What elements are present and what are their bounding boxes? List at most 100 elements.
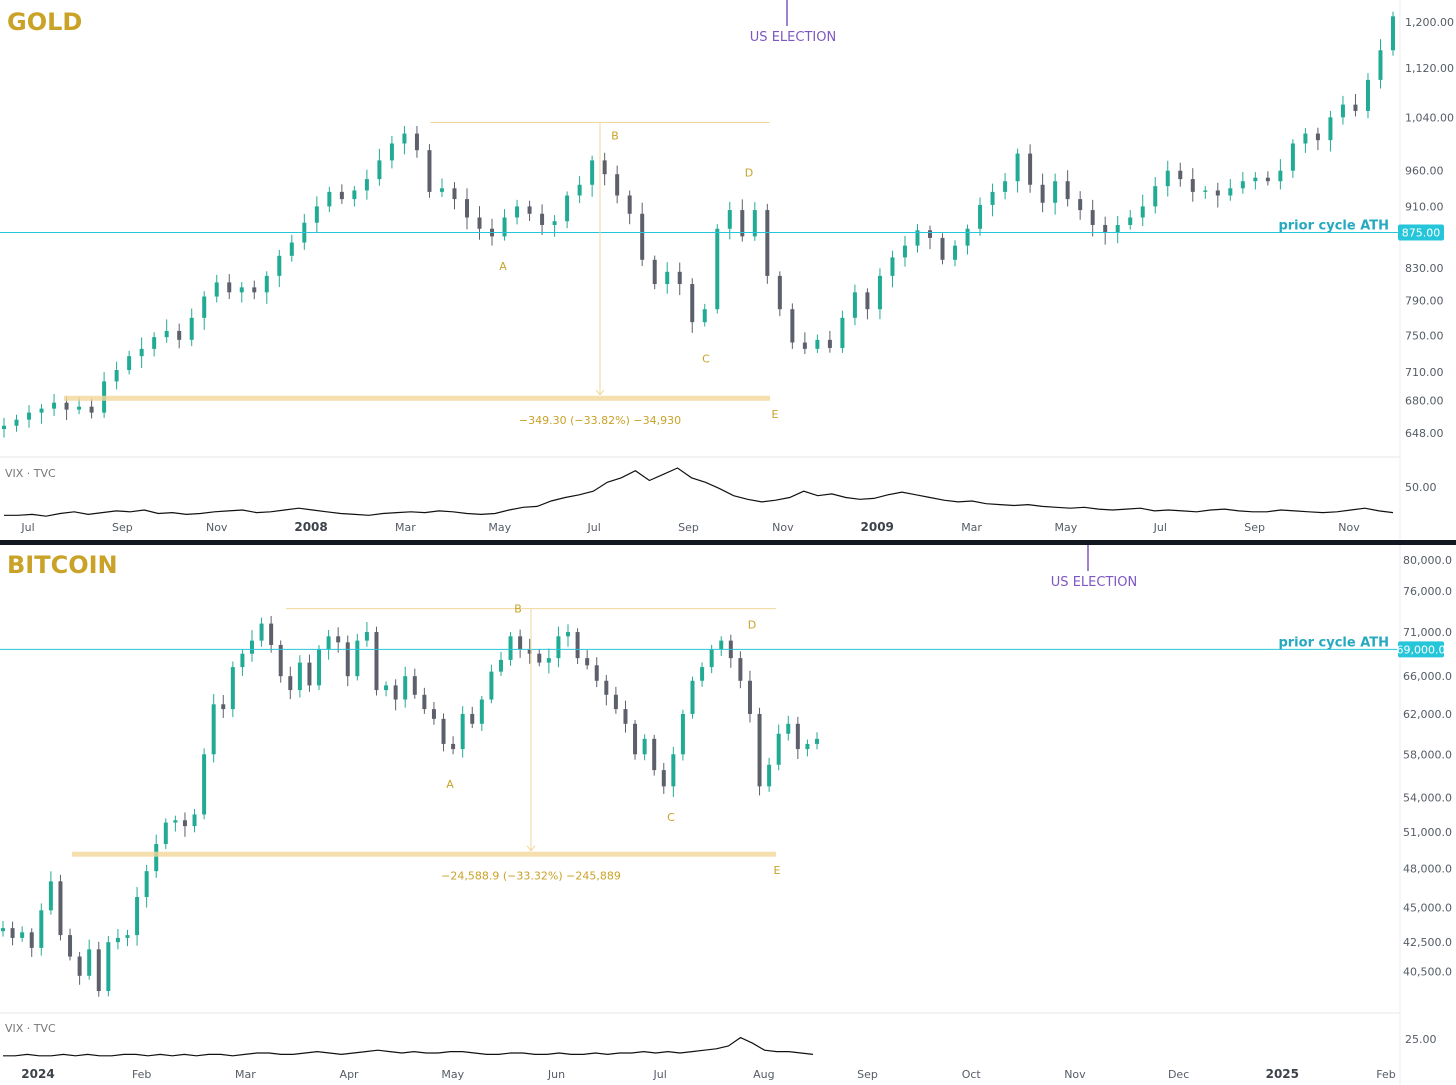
candle-body: [52, 402, 57, 409]
candle-body: [164, 330, 169, 338]
gold-candles: [2, 11, 1395, 438]
candle-body: [552, 221, 557, 225]
bitcoin-vix-series: 25.00: [3, 1033, 1437, 1057]
candle-body: [1015, 153, 1020, 182]
candle-body: [465, 199, 469, 218]
candle-body: [239, 287, 244, 293]
candle-body: [352, 190, 357, 200]
candle-body: [715, 228, 720, 310]
candle-body: [48, 881, 53, 911]
time-tick-label: May: [488, 521, 511, 534]
price-tick-label: 54,000.0: [1403, 791, 1452, 804]
candle-body: [177, 330, 182, 340]
candle-body: [106, 942, 111, 992]
bitcoin-candles: [1, 615, 819, 997]
bitcoin-time-axis: 2024 Feb Mar Apr May Jun Jul Aug Sep Oct Nov Dec 202…: [21, 1067, 1395, 1081]
candle-body: [89, 406, 94, 413]
candle-body: [767, 764, 772, 787]
candle-body: [221, 704, 226, 710]
candle-body: [575, 632, 580, 659]
candle-body: [470, 713, 475, 724]
ath-reference-label: prior cycle ATH: [1278, 635, 1389, 650]
candle-body: [431, 709, 436, 719]
price-tick-label: 40,500.0: [1403, 965, 1452, 978]
price-tick-label: 71,000.0: [1403, 626, 1452, 639]
price-tick-label: 910.00: [1405, 200, 1444, 213]
ath-price-badge-text: 69,000.0: [1397, 643, 1446, 656]
candle-body: [661, 770, 666, 787]
candle-body: [412, 676, 417, 695]
candle-body: [640, 213, 645, 260]
candle-body: [508, 636, 513, 660]
candle-body: [39, 910, 44, 948]
candle-body: [585, 658, 590, 666]
measure-label: −349.30 (−33.82%) −34,930: [519, 414, 681, 427]
us-election-label: US ELECTION: [750, 30, 836, 45]
price-tick-label: 750.00: [1405, 329, 1444, 342]
candle-body: [752, 210, 757, 237]
wave-label-e: E: [772, 408, 779, 421]
candle-body: [1315, 133, 1320, 141]
candle-body: [96, 949, 101, 992]
time-tick-label: Jul: [587, 521, 601, 534]
candle-body: [441, 718, 446, 744]
price-tick-label: 48,000.0: [1403, 863, 1452, 876]
candle-body: [802, 342, 807, 349]
time-tick-label: Sep: [112, 521, 133, 534]
candle-body: [518, 636, 523, 650]
ath-price-badge-text: 875.00: [1402, 227, 1441, 240]
candle-body: [264, 275, 269, 293]
candle-body: [307, 662, 312, 686]
candle-body: [556, 636, 561, 659]
candle-body: [680, 713, 685, 755]
candle-body: [374, 632, 379, 691]
wave-label-c: C: [667, 811, 675, 824]
candle-body: [1353, 104, 1358, 111]
candle-body: [1040, 184, 1045, 203]
wave-label-c: C: [702, 352, 710, 365]
time-tick-label: Sep: [678, 521, 699, 534]
candle-body: [259, 623, 264, 641]
candle-body: [965, 228, 970, 246]
candle-body: [498, 659, 503, 672]
candle-body: [719, 640, 724, 650]
candle-body: [642, 738, 647, 755]
wave-label-b: B: [611, 130, 619, 143]
candle-body: [58, 881, 63, 936]
candle-body: [690, 680, 695, 714]
candle-body: [355, 640, 360, 677]
measure-label: −24,588.9 (−33.32%) −245,889: [441, 870, 621, 883]
bitcoin-panel: prior cycle ATH 69,000.0 −24,588.9 (−33.32…: [0, 545, 1452, 1085]
price-tick-label: 45,000.0: [1403, 902, 1452, 915]
candle-body: [87, 949, 92, 976]
candle-body: [615, 174, 620, 196]
time-tick-label: Mar: [395, 521, 416, 534]
candle-body: [1128, 217, 1133, 225]
price-tick-label: 80,000.0: [1403, 554, 1452, 567]
candle-body: [403, 676, 408, 700]
price-tick-label: 648.00: [1405, 427, 1444, 440]
candle-body: [77, 956, 82, 976]
candle-body: [671, 754, 676, 787]
candle-body: [439, 188, 444, 192]
candle-body: [978, 204, 983, 229]
candle-body: [1178, 170, 1183, 180]
candle-body: [114, 370, 119, 382]
time-tick-label: Mar: [961, 521, 982, 534]
bitcoin-vix-title: VIX · TVC: [5, 1022, 56, 1035]
gold-title: GOLD: [7, 8, 82, 36]
candle-body: [613, 694, 618, 710]
candle-body: [64, 402, 69, 410]
candle-body: [479, 699, 484, 724]
candle-body: [1140, 206, 1145, 218]
candle-body: [1103, 224, 1108, 233]
time-tick-label: Nov: [1338, 521, 1360, 534]
price-tick-label: 42,500.0: [1403, 936, 1452, 949]
candle-body: [389, 143, 394, 161]
candle-body: [665, 271, 670, 285]
candle-body: [135, 896, 140, 936]
candle-body: [1115, 224, 1120, 233]
candle-body: [269, 623, 274, 645]
candle-body: [527, 206, 532, 214]
